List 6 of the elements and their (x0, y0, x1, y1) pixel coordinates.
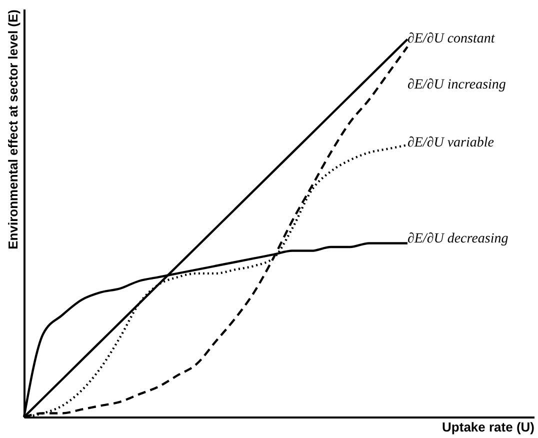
series-label: ∂E/∂U constant (407, 32, 496, 47)
series-label: ∂E/∂U variable (407, 135, 494, 150)
x-axis-title: Uptake rate (U) (442, 420, 534, 434)
series-label: ∂E/∂U increasing (407, 78, 506, 93)
y-axis-title: Environmental effect at sector level (E) (6, 10, 20, 250)
series-label: ∂E/∂U decreasing (407, 232, 508, 247)
